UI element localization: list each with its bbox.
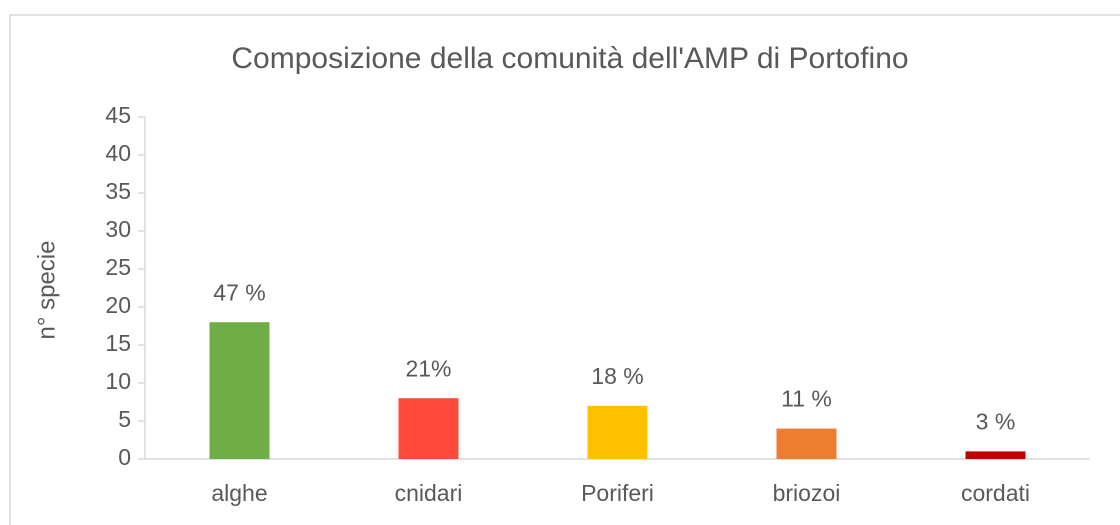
- bar-label: 47 %: [213, 279, 265, 305]
- y-tick-label: 5: [118, 406, 131, 432]
- y-tick-label: 10: [105, 368, 131, 394]
- bar: [398, 398, 459, 459]
- y-tick-label: 30: [105, 216, 131, 242]
- chart-border: [9, 14, 1120, 525]
- bar-label: 18 %: [591, 363, 643, 389]
- y-tick-label: 25: [105, 254, 131, 280]
- bar-label: 11 %: [781, 386, 832, 412]
- y-tick-label: 45: [105, 102, 131, 128]
- y-tick-label: 35: [105, 178, 131, 204]
- bar: [209, 322, 270, 459]
- y-tick-label: 15: [105, 330, 131, 356]
- x-tick-label: alghe: [211, 480, 267, 506]
- y-tick-label: 40: [105, 140, 131, 166]
- y-tick-label: 20: [105, 292, 131, 318]
- x-tick-label: briozoi: [773, 480, 841, 506]
- x-tick-label: cnidari: [395, 480, 463, 506]
- bar: [587, 405, 648, 459]
- bar: [776, 428, 837, 459]
- chart-title: Composizione della comunità dell'AMP di …: [231, 42, 908, 75]
- x-tick-label: Poriferi: [581, 480, 654, 506]
- bar: [965, 451, 1026, 459]
- bar-label: 21%: [405, 355, 451, 381]
- y-axis-label: n° specie: [33, 241, 60, 340]
- bar-label: 3 %: [976, 408, 1016, 434]
- y-tick-label: 0: [118, 444, 131, 470]
- x-tick-label: cordati: [961, 480, 1030, 506]
